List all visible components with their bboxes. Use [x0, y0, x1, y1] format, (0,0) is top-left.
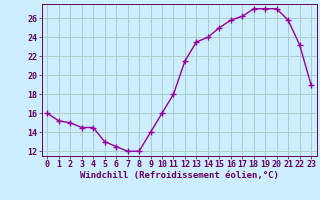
X-axis label: Windchill (Refroidissement éolien,°C): Windchill (Refroidissement éolien,°C)	[80, 171, 279, 180]
